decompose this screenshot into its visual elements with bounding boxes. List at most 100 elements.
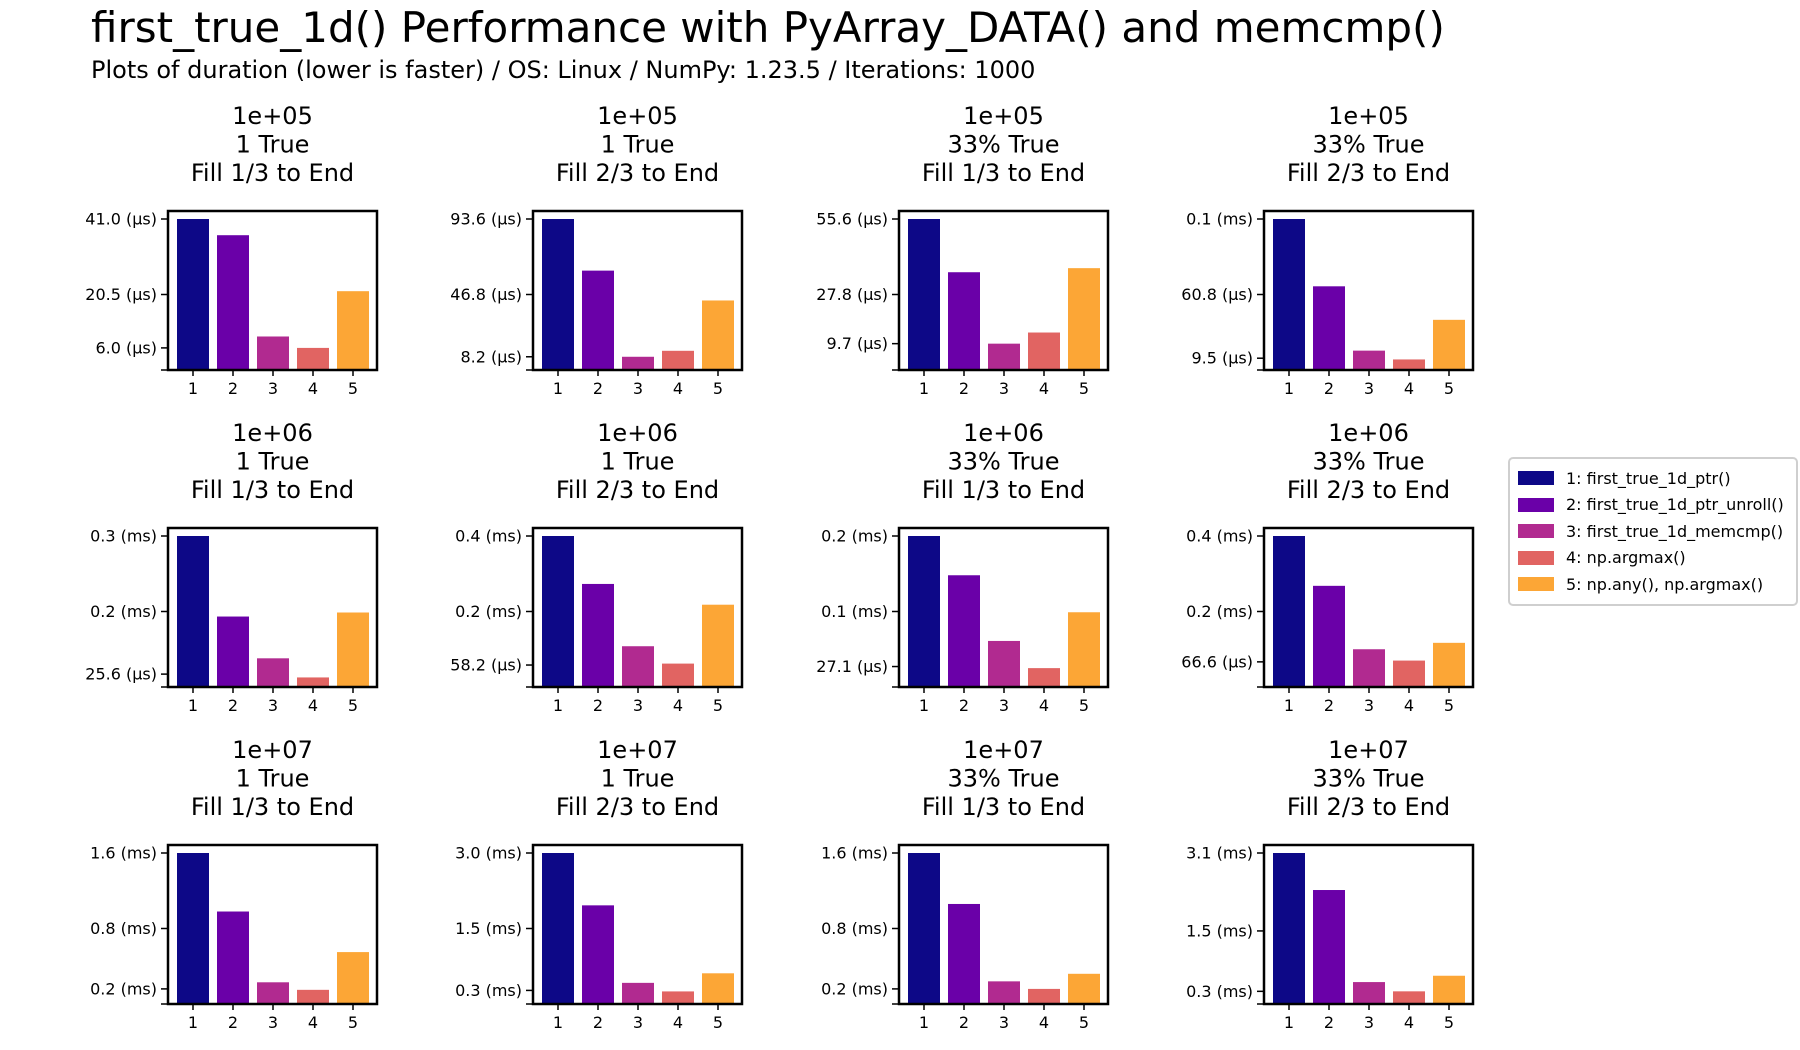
- bar: [177, 219, 209, 370]
- bar: [662, 991, 694, 1004]
- x-tick-label: 2: [1324, 696, 1334, 715]
- subplot-title: 33% True: [948, 448, 1060, 476]
- bar: [908, 219, 940, 370]
- y-tick-label: 0.2 (ms): [1186, 602, 1253, 621]
- bar: [542, 853, 574, 1004]
- x-tick-label: 1: [1284, 379, 1294, 398]
- bar: [1273, 219, 1305, 370]
- subplot-title: Fill 1/3 to End: [191, 476, 354, 504]
- bar: [582, 583, 614, 687]
- legend-label: 1: first_true_1d_ptr(): [1566, 468, 1731, 488]
- x-tick-label: 3: [633, 696, 643, 715]
- x-tick-label: 4: [308, 696, 318, 715]
- x-tick-label: 1: [919, 379, 929, 398]
- x-tick-label: 2: [228, 1013, 238, 1032]
- x-tick-label: 2: [1324, 379, 1334, 398]
- x-tick-label: 3: [633, 1013, 643, 1032]
- x-tick-label: 1: [188, 1013, 198, 1032]
- y-tick-label: 8.2 (µs): [460, 347, 522, 366]
- y-tick-label: 1.6 (ms): [821, 844, 888, 863]
- subplot-frame: [531, 843, 744, 1006]
- x-tick-label: 5: [348, 1013, 358, 1032]
- x-tick-label: 5: [1079, 379, 1089, 398]
- y-tick-label: 46.8 (µs): [450, 285, 522, 304]
- y-tick-label: 27.8 (µs): [816, 285, 888, 304]
- bar: [622, 356, 654, 370]
- legend-swatch: [1518, 471, 1554, 486]
- bar: [1068, 973, 1100, 1004]
- x-tick-label: 4: [1039, 1013, 1049, 1032]
- x-tick-label: 3: [999, 1013, 1009, 1032]
- bar: [1353, 982, 1385, 1004]
- legend-swatch: [1518, 577, 1554, 592]
- x-tick-label: 3: [1364, 696, 1374, 715]
- bar: [1028, 332, 1060, 370]
- legend-swatch: [1518, 497, 1554, 512]
- y-tick-label: 3.0 (ms): [455, 844, 522, 863]
- subplot-frame: [897, 209, 1110, 372]
- subplot-frame: [531, 526, 744, 689]
- subplot-title: 33% True: [1313, 131, 1425, 159]
- bar: [1433, 642, 1465, 687]
- x-tick-label: 4: [1404, 1013, 1414, 1032]
- x-tick-label: 5: [348, 379, 358, 398]
- x-tick-label: 3: [999, 379, 1009, 398]
- x-tick-label: 3: [1364, 379, 1374, 398]
- bar: [1313, 890, 1345, 1004]
- subplot-title: 1 True: [601, 131, 675, 159]
- y-tick-label: 41.0 (µs): [85, 210, 157, 229]
- subplot-title: 1 True: [236, 448, 310, 476]
- y-tick-label: 27.1 (µs): [816, 657, 888, 676]
- legend-item: 1: first_true_1d_ptr(): [1518, 465, 1790, 492]
- bar: [582, 270, 614, 370]
- bar: [988, 981, 1020, 1004]
- x-tick-label: 2: [959, 696, 969, 715]
- bar: [1068, 612, 1100, 687]
- subplot-title: 33% True: [948, 765, 1060, 793]
- subplot-title: Fill 1/3 to End: [922, 476, 1085, 504]
- subplot-title: Fill 1/3 to End: [191, 159, 354, 187]
- x-tick-label: 1: [919, 1013, 929, 1032]
- bar: [1313, 585, 1345, 687]
- x-tick-label: 3: [268, 696, 278, 715]
- x-tick-label: 5: [713, 696, 723, 715]
- y-tick-label: 6.0 (µs): [95, 338, 157, 357]
- legend-swatch: [1518, 524, 1554, 539]
- legend-label: 3: first_true_1d_memcmp(): [1566, 521, 1784, 541]
- x-tick-label: 5: [1444, 1013, 1454, 1032]
- subplot-title: 33% True: [1313, 765, 1425, 793]
- bar: [217, 911, 249, 1004]
- x-tick-label: 5: [713, 379, 723, 398]
- subplot-title: 1 True: [236, 765, 310, 793]
- bar: [662, 350, 694, 370]
- subplot-frame: [1262, 526, 1475, 689]
- x-tick-label: 4: [673, 379, 683, 398]
- subplot-title: 1e+06: [1328, 419, 1409, 447]
- legend-label: 5: np.any(), np.argmax(): [1566, 574, 1764, 594]
- subplot-title: Fill 2/3 to End: [1287, 793, 1450, 821]
- x-tick-label: 1: [188, 379, 198, 398]
- x-tick-label: 2: [593, 379, 603, 398]
- bar: [948, 575, 980, 687]
- bar: [542, 219, 574, 370]
- subplot-title: 1e+06: [963, 419, 1044, 447]
- x-tick-label: 4: [308, 379, 318, 398]
- subplot-title: 1e+05: [1328, 102, 1409, 130]
- legend-item: 5: np.any(), np.argmax(): [1518, 571, 1790, 598]
- y-tick-label: 0.4 (ms): [1186, 527, 1253, 546]
- bar: [337, 291, 369, 370]
- bar: [908, 853, 940, 1004]
- x-tick-label: 4: [1404, 379, 1414, 398]
- x-tick-label: 4: [1039, 696, 1049, 715]
- subplot-title: 1e+05: [597, 102, 678, 130]
- x-tick-label: 1: [188, 696, 198, 715]
- y-tick-label: 0.8 (ms): [90, 919, 157, 938]
- subplot-title: 1 True: [601, 448, 675, 476]
- x-tick-label: 2: [959, 1013, 969, 1032]
